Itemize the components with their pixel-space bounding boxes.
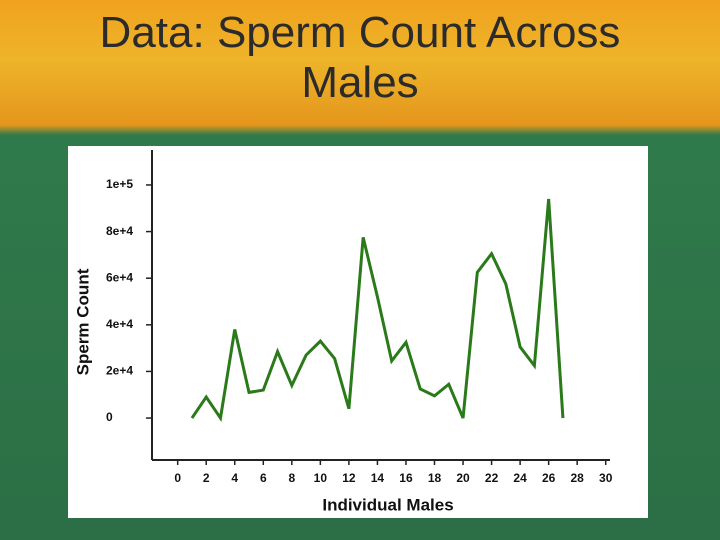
x-axis-label: Individual Males [322,495,453,514]
x-tick-label: 20 [456,471,470,485]
chart-background [68,146,648,518]
chart: Individual Males Sperm Count 0 2e+4 4e+4 6e… [68,146,648,518]
x-tick-label: 26 [542,471,556,485]
y-tick-label: 4e+4 [106,317,133,331]
y-tick-label: 2e+4 [106,364,133,378]
slide-title: Data: Sperm Count Across Males [99,8,621,107]
x-tick-label: 28 [571,471,585,485]
x-tick-label: 10 [314,471,328,485]
x-tick-label: 8 [288,471,295,485]
x-tick-label: 30 [599,471,613,485]
x-tick-label: 24 [513,471,527,485]
x-tick-label: 18 [428,471,442,485]
y-tick-label: 0 [106,410,113,424]
data-line [190,198,565,423]
x-tick-label: 22 [485,471,499,485]
y-tick-label: 8e+4 [106,224,133,238]
x-tick-label: 16 [399,471,413,485]
y-tick-label: 6e+4 [106,270,133,284]
x-tick-label: 2 [203,471,210,485]
x-tick-label: 0 [174,471,181,485]
y-tick-label: 1e+5 [106,177,133,191]
x-tick-label: 6 [260,471,267,485]
x-tick-label: 12 [342,471,356,485]
x-tick-label: 14 [371,471,385,485]
x-tick-label: 4 [231,471,238,485]
y-axis-label: Sperm Count [73,268,92,375]
